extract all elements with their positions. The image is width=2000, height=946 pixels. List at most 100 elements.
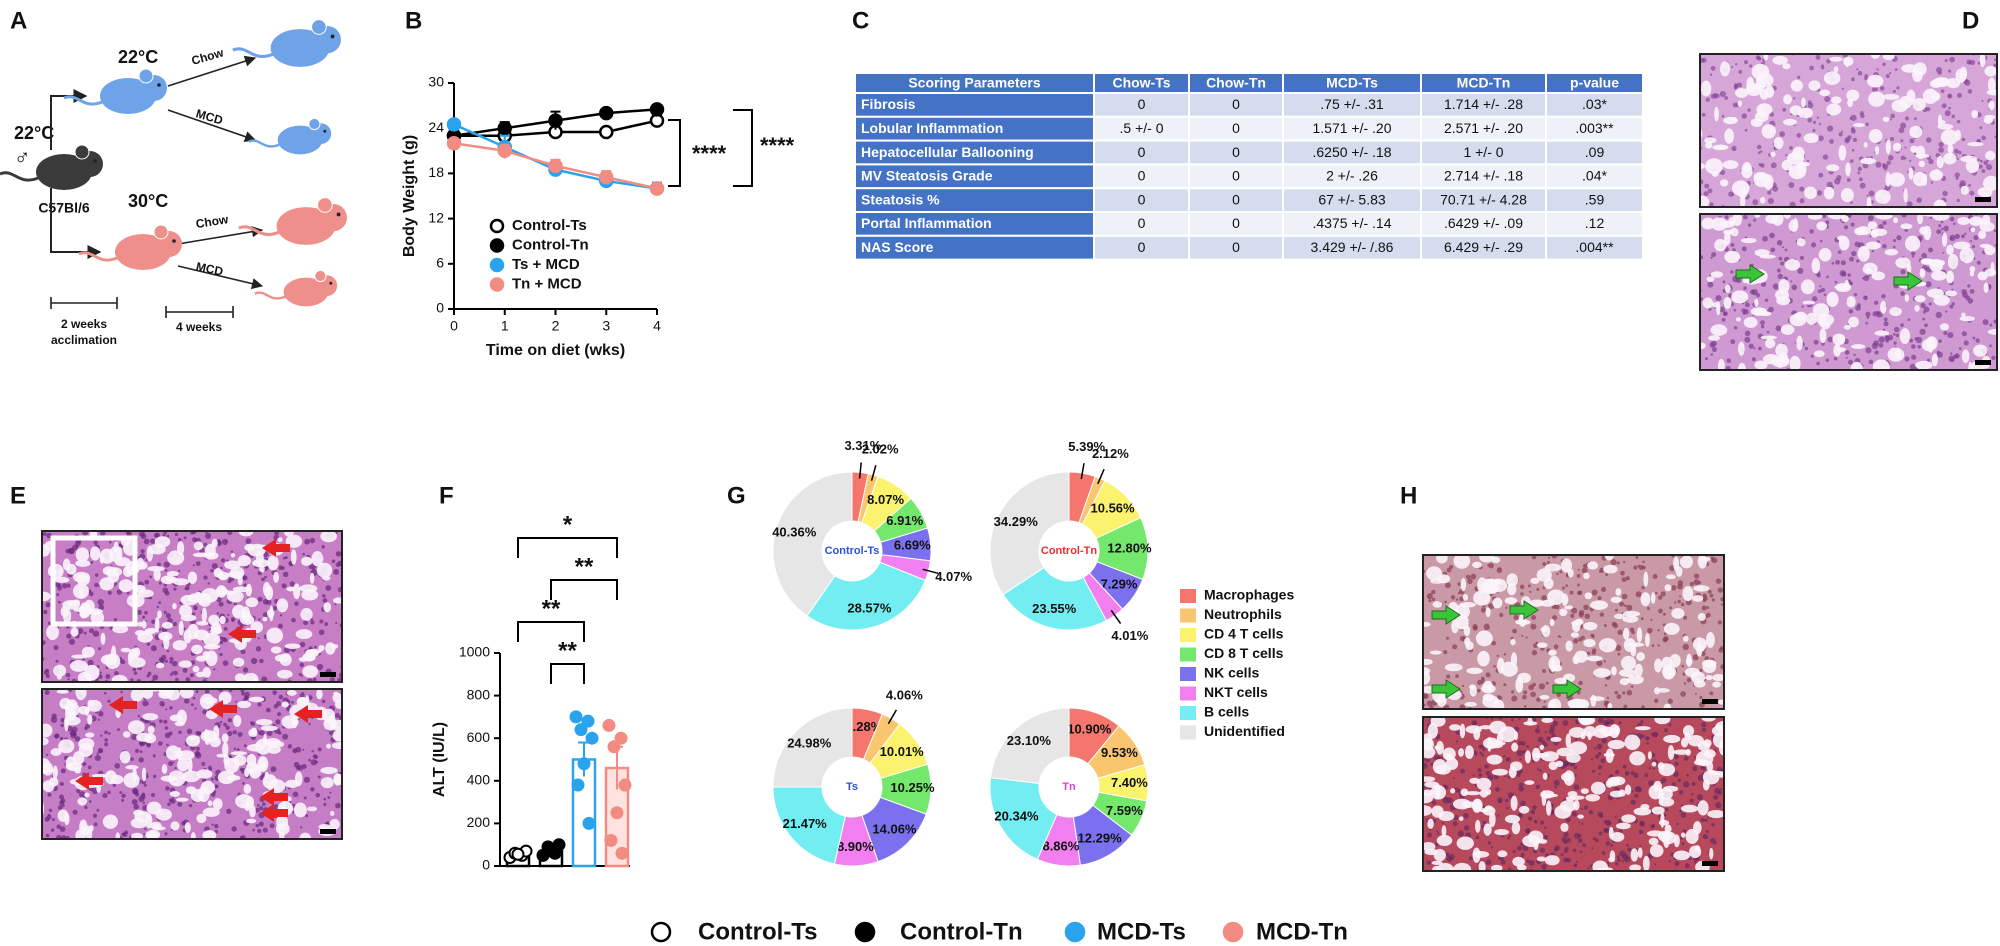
nucleus <box>1893 341 1897 345</box>
vacuole <box>1717 699 1724 705</box>
data-label: 10.01% <box>880 744 925 759</box>
legend-swatch <box>1180 686 1196 701</box>
vacuole <box>299 584 318 593</box>
nucleus <box>164 590 170 596</box>
vacuole <box>1624 784 1632 796</box>
vacuole <box>1978 230 1987 240</box>
data-label: 12.29% <box>1078 831 1123 846</box>
vacuole <box>147 725 155 734</box>
nucleus <box>98 711 104 717</box>
nucleus <box>235 700 238 703</box>
nucleus <box>1973 235 1979 241</box>
vacuole <box>1910 145 1919 153</box>
vacuole <box>1622 615 1639 623</box>
nucleus <box>1461 684 1465 688</box>
vacuole <box>1423 733 1433 743</box>
nucleus <box>53 645 59 651</box>
nucleus <box>1537 725 1540 728</box>
nucleus <box>186 728 193 735</box>
vacuole <box>1512 856 1525 867</box>
nucleus <box>1758 162 1762 167</box>
nucleus <box>1681 804 1684 807</box>
nucleus <box>1529 590 1532 593</box>
nucleus <box>1949 304 1954 309</box>
nucleus <box>1909 159 1912 162</box>
table-cell: 6.429 +/- .29 <box>1444 239 1523 255</box>
nucleus <box>1574 832 1581 839</box>
nucleus <box>1850 201 1853 204</box>
nucleus <box>97 674 103 679</box>
vacuole <box>1671 608 1685 619</box>
vacuole <box>1499 726 1517 743</box>
nucleus <box>1512 628 1517 634</box>
nucleus <box>1652 731 1659 738</box>
legend-swatch <box>1180 628 1196 642</box>
vacuole <box>178 750 195 761</box>
nucleus <box>1581 567 1588 574</box>
nucleus <box>1775 325 1782 332</box>
vacuole <box>1453 862 1472 871</box>
nucleus <box>262 612 268 618</box>
vacuole <box>1566 753 1581 763</box>
nucleus <box>1785 154 1788 157</box>
nucleus <box>1657 595 1663 600</box>
nucleus <box>1724 96 1728 100</box>
vacuole <box>320 531 337 543</box>
vacuole <box>196 813 207 824</box>
vacuole <box>1547 699 1557 709</box>
vacuole <box>1423 658 1433 666</box>
vacuole <box>1764 338 1776 349</box>
nucleus <box>1865 311 1871 317</box>
vacuole <box>1565 733 1572 749</box>
nucleus <box>1711 347 1717 353</box>
vacuole <box>1580 788 1589 794</box>
nucleus <box>150 645 157 652</box>
nucleus <box>1627 847 1632 852</box>
nucleus <box>1852 137 1858 143</box>
nucleus <box>1911 255 1915 258</box>
nucleus <box>1768 306 1774 313</box>
nucleus <box>1508 834 1512 838</box>
vacuole <box>198 597 203 606</box>
nucleus <box>1463 825 1470 831</box>
legend-marker <box>489 218 505 234</box>
vacuole <box>131 832 143 839</box>
nucleus <box>1770 162 1777 169</box>
vacuole <box>1586 655 1603 662</box>
vacuole <box>155 662 165 669</box>
nucleus <box>164 726 169 730</box>
vacuole <box>1835 347 1847 352</box>
legend-swatch <box>1180 589 1196 603</box>
nucleus <box>1496 654 1499 658</box>
vacuole <box>1882 116 1890 123</box>
nucleus <box>1556 692 1561 698</box>
nucleus <box>1851 148 1855 152</box>
nucleus <box>1731 145 1737 152</box>
nucleus <box>1878 224 1884 230</box>
nucleus <box>185 585 190 591</box>
nucleus <box>100 734 103 737</box>
nucleus <box>1603 624 1607 628</box>
vacuole <box>1697 741 1710 752</box>
nucleus <box>201 777 207 783</box>
vacuole <box>1636 652 1645 662</box>
nucleus <box>1853 292 1858 297</box>
nucleus <box>1530 691 1536 698</box>
vacuole <box>207 800 213 807</box>
timeline <box>50 297 118 309</box>
vacuole <box>1472 561 1482 568</box>
nucleus <box>1938 147 1945 153</box>
nucleus <box>1662 623 1666 627</box>
nucleus <box>1951 114 1956 119</box>
nucleus <box>190 703 194 707</box>
data-label: 23.55% <box>1032 601 1077 616</box>
nucleus <box>136 609 142 615</box>
nucleus <box>1697 774 1704 781</box>
nucleus <box>1680 691 1686 697</box>
image-border <box>41 688 343 840</box>
mouse-eye <box>93 159 97 163</box>
nucleus <box>317 747 322 752</box>
nucleus <box>1851 250 1857 257</box>
nucleus <box>97 599 104 606</box>
nucleus <box>262 827 268 833</box>
